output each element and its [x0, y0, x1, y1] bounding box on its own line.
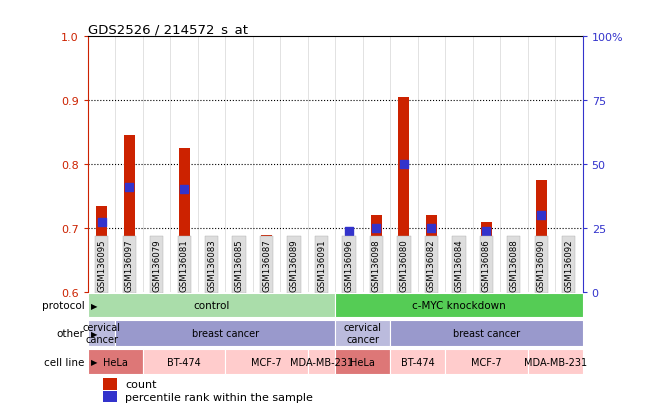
Text: breast cancer: breast cancer	[192, 328, 259, 338]
Text: c-MYC knockdown: c-MYC knockdown	[412, 301, 506, 311]
Bar	[390, 320, 583, 347]
Text: GSM136090: GSM136090	[537, 239, 546, 291]
Point	[344, 228, 354, 235]
Point	[316, 263, 327, 270]
Bar	[206, 283, 217, 292]
Bar	[88, 320, 115, 347]
Text: GSM136087: GSM136087	[262, 239, 271, 291]
Bar	[371, 216, 382, 292]
Text: cell line: cell line	[44, 357, 85, 367]
Bar	[103, 378, 117, 389]
Bar	[445, 349, 528, 374]
Text: GSM136088: GSM136088	[510, 239, 518, 291]
Bar	[103, 392, 117, 402]
Text: GSM136091: GSM136091	[317, 239, 326, 291]
Text: GSM136097: GSM136097	[124, 239, 133, 291]
Text: GSM136098: GSM136098	[372, 239, 381, 291]
Point	[234, 238, 244, 244]
Point	[426, 225, 437, 232]
Point	[261, 240, 271, 246]
Text: GSM136084: GSM136084	[454, 239, 464, 291]
Point	[399, 161, 409, 168]
Point	[124, 184, 134, 190]
Bar	[528, 349, 583, 374]
Text: ▶: ▶	[90, 301, 97, 310]
Text: GDS2526 / 214572_s_at: GDS2526 / 214572_s_at	[88, 23, 248, 36]
Point	[289, 263, 299, 270]
Text: control: control	[193, 301, 230, 311]
Bar	[288, 283, 299, 292]
Text: BT-474: BT-474	[401, 357, 435, 367]
Bar	[234, 238, 245, 292]
Bar	[115, 320, 335, 347]
Bar	[96, 206, 107, 292]
Bar	[335, 320, 390, 347]
Text: MCF-7: MCF-7	[251, 357, 282, 367]
Point	[481, 228, 492, 235]
Point	[152, 251, 162, 257]
Bar	[536, 181, 547, 292]
Text: breast cancer: breast cancer	[453, 328, 520, 338]
Text: MDA-MB-231: MDA-MB-231	[290, 357, 353, 367]
Bar	[344, 238, 355, 292]
Point	[508, 248, 519, 254]
Bar	[335, 294, 583, 317]
Text: other: other	[57, 328, 85, 338]
Bar	[178, 149, 189, 292]
Bar	[398, 98, 409, 292]
Text: GSM136083: GSM136083	[207, 239, 216, 291]
Point	[206, 251, 217, 257]
Text: GSM136079: GSM136079	[152, 239, 161, 291]
Text: MCF-7: MCF-7	[471, 357, 502, 367]
Text: GSM136095: GSM136095	[97, 239, 106, 291]
Bar	[225, 349, 308, 374]
Text: cervical
cancer: cervical cancer	[344, 323, 381, 344]
Bar	[143, 349, 225, 374]
Bar	[454, 262, 464, 292]
Bar	[88, 349, 143, 374]
Bar	[426, 216, 437, 292]
Point	[371, 225, 381, 232]
Text: MDA-MB-231: MDA-MB-231	[523, 357, 587, 367]
Text: HeLa: HeLa	[103, 357, 128, 367]
Text: GSM136082: GSM136082	[427, 239, 436, 291]
Text: GSM136089: GSM136089	[290, 239, 299, 291]
Point	[96, 219, 107, 225]
Text: BT-474: BT-474	[167, 357, 201, 367]
Text: HeLa: HeLa	[350, 357, 375, 367]
Bar	[390, 349, 445, 374]
Text: GSM136096: GSM136096	[344, 239, 353, 291]
Bar	[308, 349, 335, 374]
Bar	[508, 261, 519, 292]
Bar	[481, 222, 492, 292]
Bar	[563, 286, 574, 292]
Text: GSM136092: GSM136092	[564, 239, 574, 291]
Bar	[88, 294, 335, 317]
Text: percentile rank within the sample: percentile rank within the sample	[125, 392, 313, 402]
Text: GSM136081: GSM136081	[180, 239, 189, 291]
Text: ▶: ▶	[90, 329, 97, 338]
Bar	[316, 276, 327, 292]
Bar	[335, 349, 390, 374]
Text: GSM136086: GSM136086	[482, 239, 491, 291]
Point	[536, 213, 547, 219]
Text: ▶: ▶	[90, 357, 97, 366]
Text: GSM136085: GSM136085	[234, 239, 243, 291]
Bar	[151, 254, 162, 292]
Point	[179, 186, 189, 192]
Text: cervical
cancer: cervical cancer	[83, 323, 120, 344]
Point	[564, 267, 574, 273]
Text: count: count	[125, 379, 156, 389]
Point	[454, 238, 464, 244]
Bar	[124, 136, 135, 292]
Text: GSM136080: GSM136080	[400, 239, 408, 291]
Text: protocol: protocol	[42, 301, 85, 311]
Bar	[261, 235, 272, 292]
